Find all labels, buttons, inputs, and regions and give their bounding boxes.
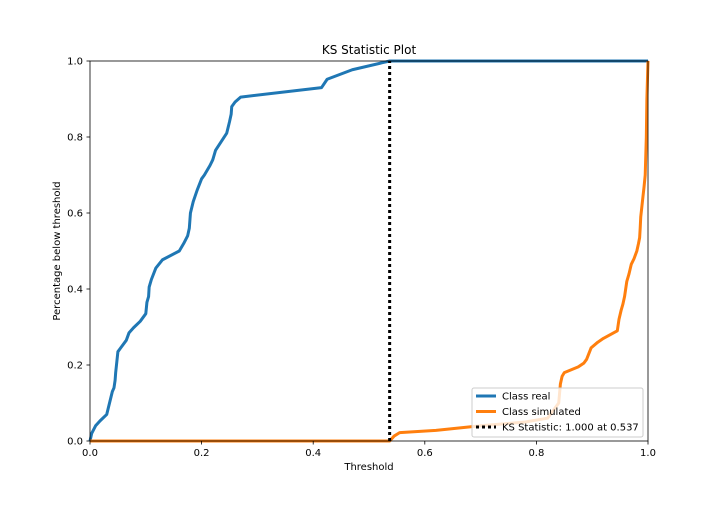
x-tick-label: 1.0 [640,448,656,459]
legend-label: Class simulated [502,407,581,418]
x-axis-label: Threshold [343,462,393,473]
y-axis-label: Percentage below threshold [52,181,63,320]
x-tick-label: 0.4 [305,448,321,459]
x-tick-label: 0.2 [194,448,210,459]
y-axis-ticks: 0.0 0.2 0.4 0.6 0.8 1.0 [67,57,90,448]
series-line-class-real [88,59,648,442]
y-tick-label: 0.4 [67,285,83,296]
y-tick-label: 1.0 [67,57,83,68]
legend-box [471,387,644,438]
legend-entries: Class real Class simulated KS Statistic: 1… [476,392,639,434]
y-tick-label: 0.8 [67,133,83,144]
axes-frame [89,60,649,442]
legend-entry-ks-statistic: KS Statistic: 1.000 at 0.537 [476,423,639,434]
legend: Class real Class simulated KS Statistic: 1… [471,387,644,438]
legend-entry-class-real: Class real [476,392,550,403]
plot-area [90,61,648,441]
y-tick-label: 0.6 [67,209,83,220]
y-tick-label: 0.2 [67,361,83,372]
x-tick-label: 0.0 [82,448,98,459]
x-tick-label: 0.6 [417,448,433,459]
legend-label: KS Statistic: 1.000 at 0.537 [502,423,639,434]
x-axis-ticks: 0.0 0.2 0.4 0.6 0.8 1.0 [82,441,656,459]
legend-entry-class-simulated: Class simulated [476,407,581,418]
plot-background [90,61,648,441]
legend-label: Class real [502,392,550,403]
y-tick-label: 0.0 [67,437,83,448]
chart-title: KS Statistic Plot [322,43,417,57]
x-tick-label: 0.8 [528,448,544,459]
